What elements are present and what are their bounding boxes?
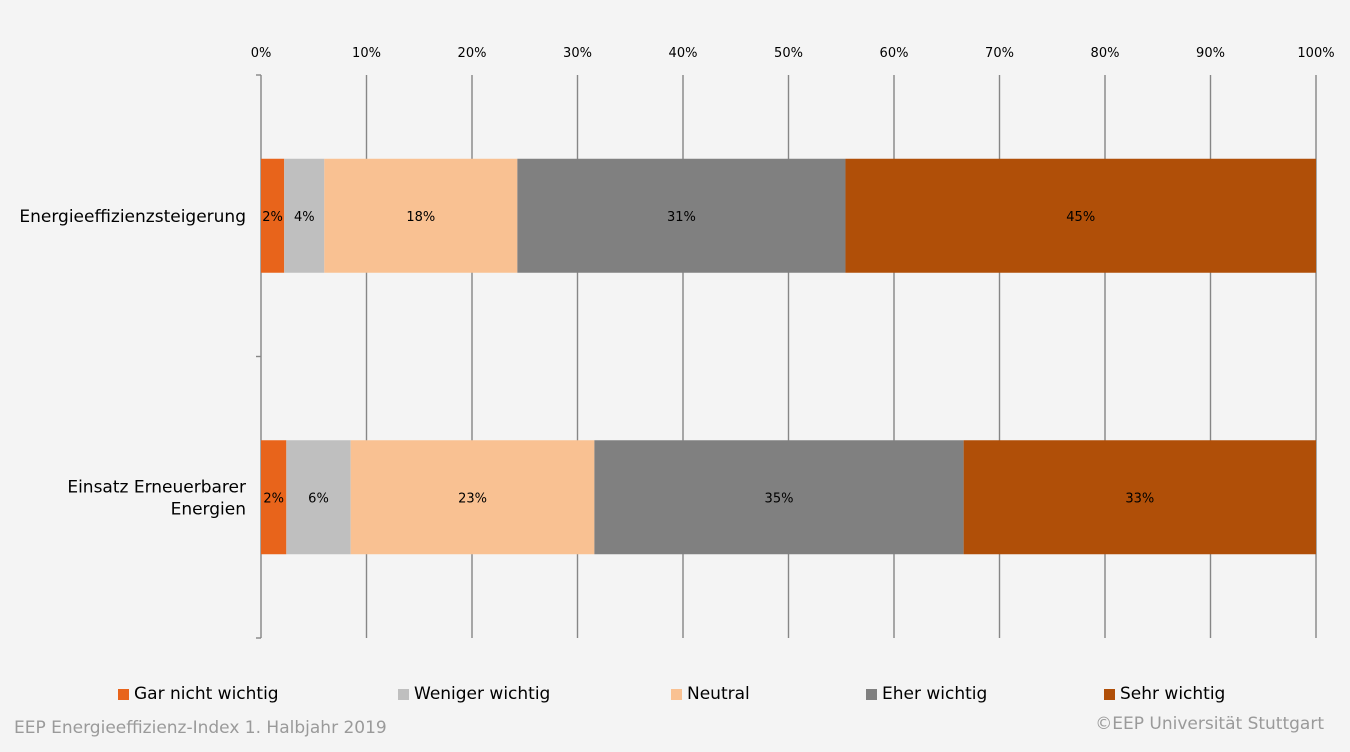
category-label: Einsatz Erneuerbarer [67, 477, 246, 497]
bar-segment [517, 158, 846, 273]
x-tick-label: 60% [880, 46, 909, 61]
x-tick-label: 0% [251, 46, 272, 61]
bar-segment [350, 440, 595, 555]
legend-item: Sehr wichtig [1104, 684, 1225, 704]
legend-swatch [1104, 688, 1115, 700]
bar-segment [324, 158, 518, 273]
footer-source: EEP Energieeffizienz-Index 1. Halbjahr 2… [14, 718, 387, 738]
bar-segment [261, 440, 287, 555]
data-label: 45% [1066, 210, 1095, 225]
category-label: Energieeffizienzsteigerung [19, 207, 246, 227]
x-tick-label: 90% [1196, 46, 1225, 61]
data-label: 31% [667, 210, 696, 225]
legend-swatch [118, 688, 129, 700]
bar-segment [594, 440, 964, 555]
legend-swatch [671, 688, 682, 700]
legend-label: Weniger wichtig [414, 684, 551, 704]
x-tick-label: 70% [985, 46, 1014, 61]
x-tick-label: 40% [669, 46, 698, 61]
legend-label: Gar nicht wichtig [134, 684, 279, 704]
bar-segment [845, 158, 1316, 273]
legend: Gar nicht wichtig Weniger wichtig Neutral E… [0, 684, 1350, 710]
data-label: 4% [294, 210, 315, 225]
legend-item: Gar nicht wichtig [118, 684, 279, 704]
bar-segment [286, 440, 351, 555]
legend-label: Eher wichtig [882, 684, 988, 704]
x-tick-label: 100% [1297, 46, 1334, 61]
legend-label: Neutral [687, 684, 750, 704]
x-tick-label: 20% [458, 46, 487, 61]
x-tick-label: 50% [774, 46, 803, 61]
legend-item: Eher wichtig [866, 684, 987, 704]
bar-segment [963, 440, 1316, 555]
x-tick-label: 10% [352, 46, 381, 61]
stacked-bar-chart: 0% 10% 20% 30% 40% 50% 60% 70% 80% 90% 100% 2% 4% 18%… [19, 46, 1335, 639]
legend-label: Sehr wichtig [1120, 684, 1226, 704]
data-label: 18% [406, 210, 435, 225]
legend-swatch [398, 688, 409, 700]
data-label: 33% [1125, 491, 1154, 506]
bar-segment [261, 158, 285, 273]
footer-copyright: ©EEP Universität Stuttgart [1095, 714, 1324, 734]
legend-swatch [866, 688, 877, 700]
data-label: 35% [765, 491, 794, 506]
bar-segment [284, 158, 325, 273]
data-label: 2% [262, 210, 283, 225]
data-label: 6% [308, 491, 329, 506]
data-label: 2% [263, 491, 284, 506]
data-label: 23% [458, 491, 487, 506]
category-label: Energien [171, 499, 246, 519]
x-tick-label: 30% [563, 46, 592, 61]
legend-item: Weniger wichtig [398, 684, 550, 704]
x-tick-label: 80% [1091, 46, 1120, 61]
legend-item: Neutral [671, 684, 750, 704]
